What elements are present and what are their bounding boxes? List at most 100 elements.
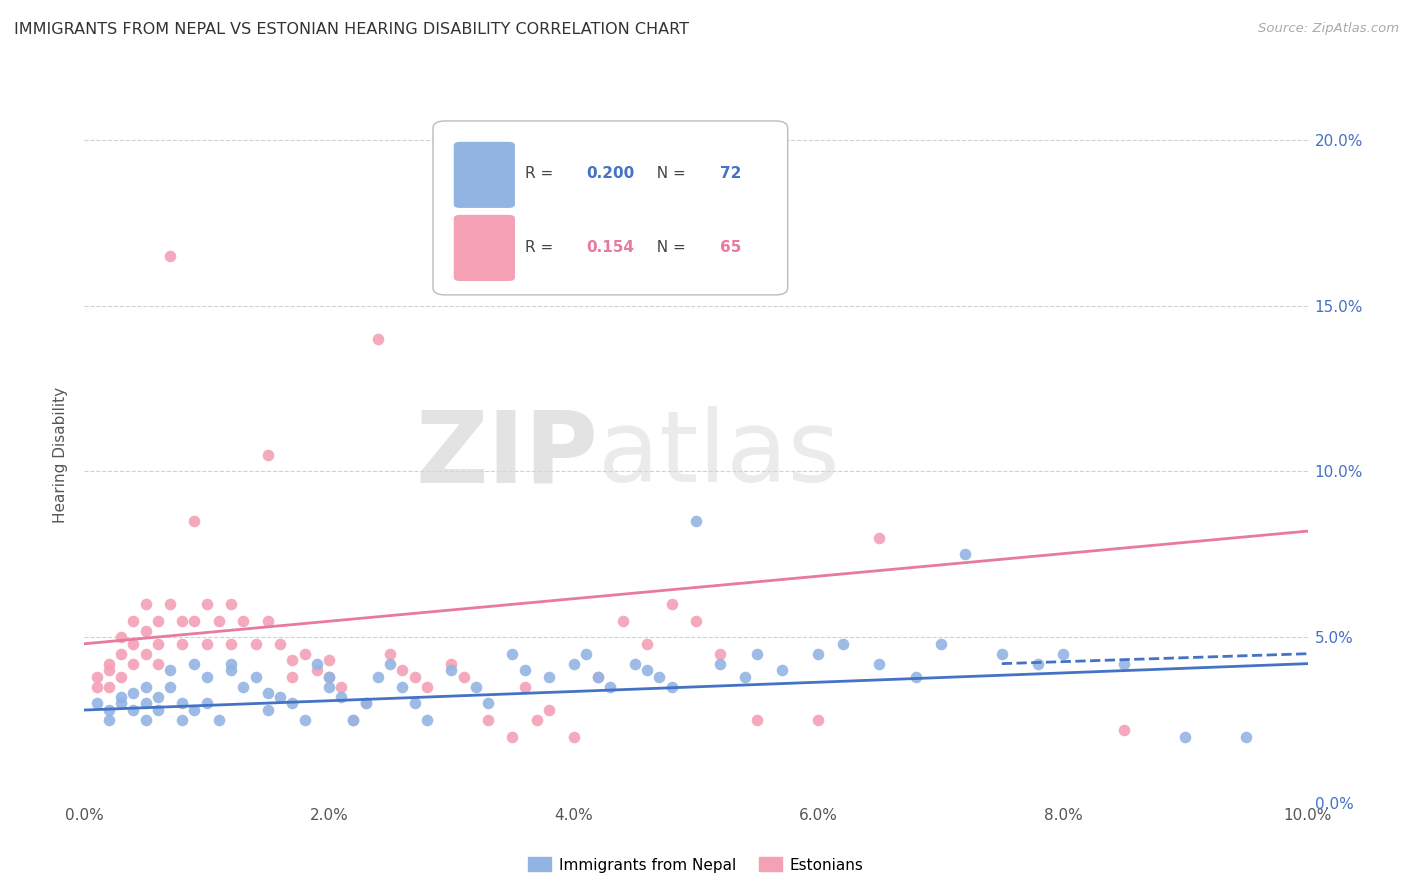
Y-axis label: Hearing Disability: Hearing Disability: [53, 387, 69, 523]
Point: [110, 697, 132, 711]
Point: [208, 713, 231, 727]
Point: [110, 670, 132, 684]
Point: [354, 697, 377, 711]
Text: R =: R =: [524, 240, 558, 255]
Point: [342, 713, 364, 727]
Point: [513, 663, 536, 677]
Point: [257, 448, 280, 462]
FancyBboxPatch shape: [454, 142, 515, 208]
Point: [869, 531, 891, 545]
Point: [404, 670, 426, 684]
Point: [380, 647, 402, 661]
Point: [122, 614, 145, 628]
Point: [770, 663, 793, 677]
Point: [1174, 730, 1197, 744]
Point: [146, 637, 169, 651]
Point: [146, 614, 169, 628]
Legend: Immigrants from Nepal, Estonians: Immigrants from Nepal, Estonians: [522, 851, 870, 879]
Point: [195, 637, 218, 651]
Point: [219, 657, 242, 671]
Point: [281, 697, 304, 711]
Point: [1114, 723, 1136, 737]
Point: [807, 647, 830, 661]
Point: [1052, 647, 1074, 661]
Point: [1028, 657, 1050, 671]
Point: [86, 680, 108, 694]
Point: [172, 713, 194, 727]
Point: [97, 680, 120, 694]
Point: [391, 680, 413, 694]
Point: [122, 686, 145, 700]
Point: [159, 597, 181, 611]
Point: [183, 703, 205, 717]
Point: [159, 680, 181, 694]
Point: [526, 713, 548, 727]
Point: [734, 670, 756, 684]
Point: [97, 703, 120, 717]
Point: [269, 637, 291, 651]
Point: [86, 697, 108, 711]
Point: [305, 663, 328, 677]
Point: [562, 730, 585, 744]
Point: [636, 637, 658, 651]
FancyBboxPatch shape: [454, 215, 515, 281]
Point: [612, 614, 634, 628]
Point: [257, 703, 280, 717]
Text: R =: R =: [524, 166, 558, 181]
Point: [685, 514, 707, 528]
Point: [807, 713, 830, 727]
Point: [159, 249, 181, 263]
Point: [281, 670, 304, 684]
Point: [269, 690, 291, 704]
Point: [208, 614, 231, 628]
Point: [183, 614, 205, 628]
Point: [172, 614, 194, 628]
Point: [367, 332, 389, 346]
Point: [477, 697, 499, 711]
FancyBboxPatch shape: [433, 121, 787, 295]
Point: [685, 614, 707, 628]
Point: [464, 680, 486, 694]
Point: [416, 680, 439, 694]
Point: [135, 680, 157, 694]
Point: [219, 637, 242, 651]
Point: [281, 653, 304, 667]
Point: [330, 690, 353, 704]
Point: [636, 663, 658, 677]
Point: [513, 680, 536, 694]
Point: [245, 637, 267, 651]
Point: [661, 680, 683, 694]
Point: [245, 670, 267, 684]
Point: [110, 630, 132, 644]
Point: [146, 703, 169, 717]
Point: [661, 597, 683, 611]
Point: [318, 670, 340, 684]
Point: [440, 657, 463, 671]
Point: [747, 713, 769, 727]
Point: [122, 657, 145, 671]
Point: [391, 663, 413, 677]
Point: [232, 680, 254, 694]
Point: [86, 670, 108, 684]
Point: [318, 680, 340, 694]
Point: [648, 670, 671, 684]
Point: [354, 697, 377, 711]
Point: [318, 653, 340, 667]
Point: [453, 670, 475, 684]
Point: [709, 657, 731, 671]
Point: [953, 547, 976, 561]
Point: [318, 670, 340, 684]
Point: [232, 614, 254, 628]
Text: 65: 65: [720, 240, 742, 255]
Point: [624, 657, 647, 671]
Point: [294, 713, 316, 727]
Point: [404, 697, 426, 711]
Point: [172, 637, 194, 651]
Point: [97, 713, 120, 727]
Point: [97, 663, 120, 677]
Text: N =: N =: [647, 240, 690, 255]
Text: 0.200: 0.200: [586, 166, 634, 181]
Text: 72: 72: [720, 166, 742, 181]
Point: [477, 713, 499, 727]
Point: [257, 614, 280, 628]
